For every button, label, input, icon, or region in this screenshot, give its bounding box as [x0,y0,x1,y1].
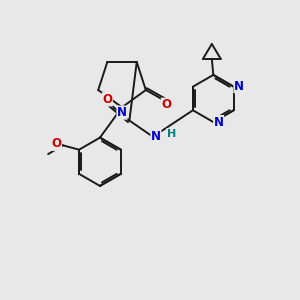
Text: N: N [117,106,127,119]
Text: H: H [167,129,176,139]
Text: N: N [151,130,161,143]
Text: O: O [161,98,171,111]
Text: N: N [234,80,244,93]
Text: O: O [102,93,112,106]
Text: O: O [51,137,62,150]
Text: N: N [214,116,224,128]
